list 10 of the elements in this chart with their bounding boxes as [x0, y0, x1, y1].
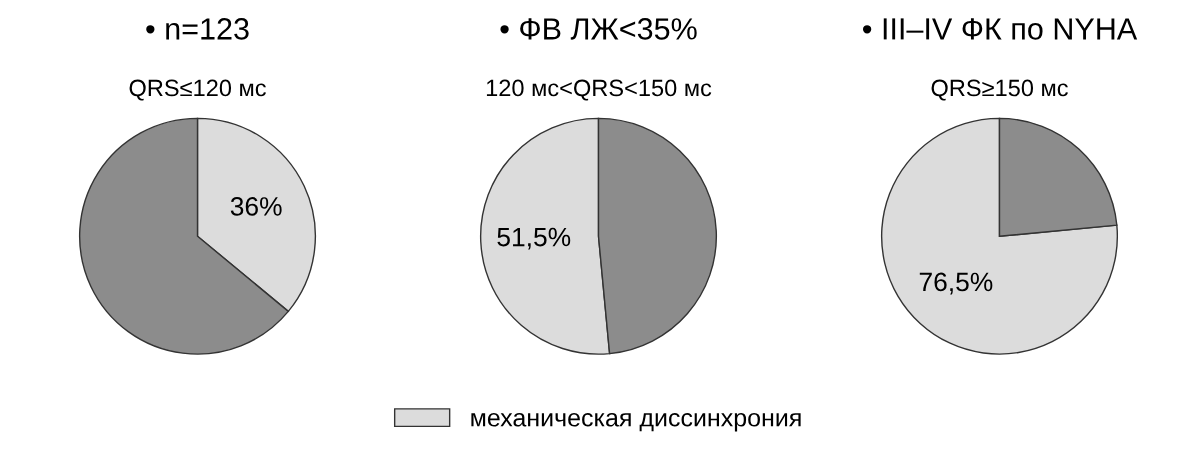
chart-subtitle: QRS≥150 мс: [931, 79, 1068, 101]
chart-title: • ФВ ЛЖ<35%: [500, 18, 697, 40]
data-label: 76,5%: [919, 272, 993, 295]
chart-subtitle: QRS≤120 мс: [129, 79, 266, 101]
chart-title: • n=123: [146, 18, 249, 40]
data-label: 51,5%: [497, 227, 571, 250]
legend-label: механическая диссинхрония: [471, 412, 801, 432]
data-label: 36%: [230, 197, 282, 216]
chart-subtitle: 120 мс<QRS<150 мс: [486, 79, 712, 101]
chart-title: • III–IV ФК по NYHA: [862, 18, 1138, 40]
